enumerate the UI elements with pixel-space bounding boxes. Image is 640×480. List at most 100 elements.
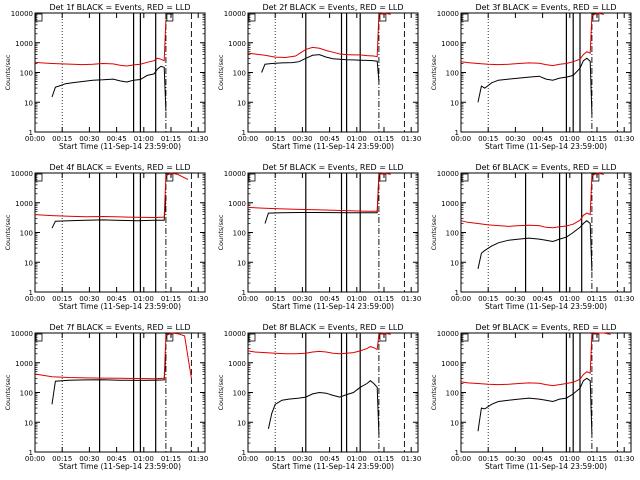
x-tick-label: 00:30 (292, 295, 312, 303)
y-tick-label: 1 (242, 129, 246, 137)
x-tick-label: 00:15 (478, 295, 498, 303)
y-tick-label: 10 (450, 419, 459, 427)
chart-panel-1: Det 1f BLACK = Events, RED = LLD 1 10 100 10… (4, 3, 208, 151)
x-tick-label: 00:00 (451, 455, 471, 463)
x-tick-label: 01:15 (161, 455, 181, 463)
x-tick-label: 00:00 (238, 135, 258, 143)
events-series-line (51, 197, 167, 229)
x-tick-label: 00:15 (478, 135, 498, 143)
y-tick-label: 1 (455, 129, 459, 137)
y-tick-label: 100 (446, 230, 459, 238)
y-axis-label: Counts/sec (430, 54, 438, 90)
x-tick-label: 01:00 (560, 455, 580, 463)
x-tick-label: 01:15 (161, 295, 181, 303)
x-tick-label: 00:45 (320, 135, 340, 143)
x-tick-label: 01:30 (401, 295, 421, 303)
y-axis-label: Counts/sec (4, 54, 12, 90)
x-tick-label: 01:00 (347, 295, 367, 303)
x-tick-label: 01:30 (188, 455, 208, 463)
events-series-line (477, 377, 593, 435)
y-tick-label: 1000 (441, 40, 459, 48)
lld-series-line (460, 172, 604, 229)
x-tick-label: 00:30 (79, 135, 99, 143)
x-tick-label: 01:30 (614, 295, 634, 303)
plot-frame (460, 172, 632, 293)
x-tick-label: 00:15 (52, 295, 72, 303)
events-series-line (477, 220, 593, 272)
chart-title: Det 1f BLACK = Events, RED = LLD (49, 3, 190, 12)
x-tick-label: 00:00 (451, 295, 471, 303)
x-tick-label: 01:30 (614, 135, 634, 143)
x-tick-label: 00:15 (52, 455, 72, 463)
x-tick-label: 00:00 (451, 135, 471, 143)
x-tick-label: 00:15 (265, 135, 285, 143)
y-tick-label: 100 (233, 70, 246, 78)
x-tick-label: 00:30 (79, 295, 99, 303)
plot-frame (34, 12, 206, 133)
y-tick-label: 1 (29, 289, 33, 297)
x-tick-label: 01:15 (161, 135, 181, 143)
y-tick-label: 1000 (15, 40, 33, 48)
x-tick-label: 00:45 (107, 455, 127, 463)
lld-series-line (247, 332, 391, 355)
events-series-line (51, 353, 167, 405)
y-tick-label: 100 (446, 70, 459, 78)
y-tick-label: 1000 (441, 200, 459, 208)
plot-frame (247, 332, 419, 453)
y-tick-label: 1000 (15, 200, 33, 208)
y-axis-label: Counts/sec (4, 374, 12, 410)
x-tick-label: 00:30 (505, 135, 525, 143)
x-axis-label: Start Time (11-Sep-14 23:59:00) (485, 462, 607, 471)
plot-frame (247, 12, 419, 133)
lld-series-line (34, 172, 189, 219)
flag-box (35, 333, 43, 342)
x-tick-label: 00:15 (265, 295, 285, 303)
lld-series-line (460, 332, 611, 387)
x-tick-label: 01:00 (134, 295, 154, 303)
events-series-line (267, 380, 380, 435)
chart-title: Det 2f BLACK = Events, RED = LLD (262, 3, 403, 12)
y-tick-label: 10000 (437, 330, 459, 338)
y-tick-label: 100 (233, 230, 246, 238)
y-axis-label: Counts/sec (430, 214, 438, 250)
flag-box (35, 13, 43, 22)
y-tick-label: 100 (20, 230, 33, 238)
x-tick-label: 00:45 (533, 135, 553, 143)
lld-series-line (34, 332, 192, 380)
y-tick-label: 10 (237, 419, 246, 427)
x-tick-label: 00:30 (505, 455, 525, 463)
y-tick-label: 10000 (224, 10, 246, 18)
y-tick-label: 1000 (228, 200, 246, 208)
x-tick-label: 00:45 (320, 455, 340, 463)
x-tick-label: 00:15 (265, 455, 285, 463)
x-tick-label: 00:15 (52, 135, 72, 143)
x-tick-label: 01:00 (347, 135, 367, 143)
lld-series-line (34, 19, 167, 67)
chart-title: Det 9f BLACK = Events, RED = LLD (475, 323, 616, 332)
x-tick-label: 00:30 (505, 295, 525, 303)
x-tick-label: 00:00 (25, 455, 45, 463)
x-tick-label: 01:00 (134, 135, 154, 143)
y-axis-label: Counts/sec (217, 54, 225, 90)
x-tick-label: 01:30 (188, 295, 208, 303)
y-tick-label: 1000 (228, 40, 246, 48)
events-series-line (477, 57, 593, 115)
flag-box (461, 13, 469, 22)
y-tick-label: 10000 (11, 170, 33, 178)
y-tick-label: 100 (20, 70, 33, 78)
y-axis-label: Counts/sec (217, 374, 225, 410)
y-tick-label: 100 (20, 390, 33, 398)
x-tick-label: 01:15 (374, 455, 394, 463)
x-tick-label: 00:00 (238, 455, 258, 463)
y-tick-label: 1000 (15, 360, 33, 368)
x-axis-label: Start Time (11-Sep-14 23:59:00) (59, 302, 181, 311)
chart-panel-7: Det 7f BLACK = Events, RED = LLD 1 10 100 10… (4, 323, 208, 471)
x-tick-label: 00:45 (107, 295, 127, 303)
x-tick-label: 00:45 (107, 135, 127, 143)
x-tick-label: 01:15 (587, 135, 607, 143)
y-tick-label: 1 (242, 449, 246, 457)
flag-box (248, 333, 256, 342)
lld-series-line (247, 172, 391, 212)
x-tick-label: 00:30 (292, 455, 312, 463)
